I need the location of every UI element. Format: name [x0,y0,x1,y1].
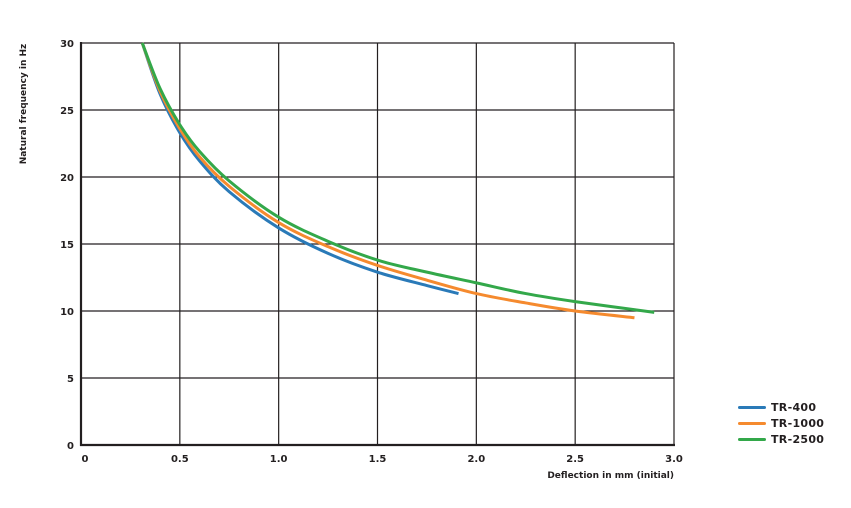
legend-item-tr-2500: TR-2500 [738,431,824,447]
legend-swatch-icon [738,437,766,441]
series-line-tr-1000 [140,42,635,320]
x-axis-ticks: 0 0.5 1.0 1.5 2.0 2.5 3.0 [82,454,683,465]
y-tick-label: 0 [67,441,74,452]
y-tick-label: 30 [60,39,74,50]
y-axis-title: Natural frequency in Hz [19,44,29,165]
legend-label: TR-2500 [771,432,825,446]
x-tick-label: 0 [82,454,89,465]
legend-label: TR-400 [771,400,817,414]
x-tick-label: 1.0 [270,454,288,465]
legend-item-tr-400: TR-400 [738,399,824,415]
x-tick-label: 1.5 [369,454,387,465]
x-axis-title: Deflection in mm (initial) [547,471,674,481]
legend: TR-400 TR-1000 TR-2500 [738,399,824,447]
y-tick-label: 10 [60,307,74,318]
legend-swatch-icon [738,421,766,425]
axes [79,42,675,447]
data-series [140,42,655,320]
grid-lines [81,42,675,445]
x-tick-label: 3.0 [665,454,683,465]
legend-label: TR-1000 [771,416,825,430]
x-tick-label: 2.0 [467,454,485,465]
series-line-tr-2500 [140,42,655,314]
y-tick-label: 15 [60,240,74,251]
series-line-tr-400 [140,42,459,296]
y-tick-label: 5 [67,374,74,385]
y-axis-ticks: 0 5 10 15 20 25 30 [60,39,74,452]
y-tick-label: 20 [60,173,74,184]
legend-swatch-icon [738,405,766,409]
legend-item-tr-1000: TR-1000 [738,415,824,431]
y-tick-label: 25 [60,106,74,117]
x-tick-label: 2.5 [566,454,584,465]
x-tick-label: 0.5 [171,454,189,465]
